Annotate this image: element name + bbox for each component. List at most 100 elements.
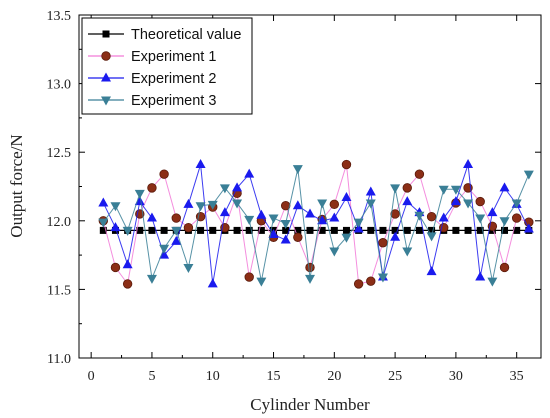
y-axis: 11.0 11.5 12.0 12.5 13.0 13.5 bbox=[47, 9, 541, 367]
data-point bbox=[110, 222, 121, 232]
data-point bbox=[147, 183, 157, 193]
data-point bbox=[464, 226, 472, 234]
data-point bbox=[197, 226, 205, 234]
data-point bbox=[245, 226, 253, 234]
data-point bbox=[414, 169, 425, 179]
data-point bbox=[317, 199, 328, 209]
data-point bbox=[513, 226, 521, 234]
series-4 bbox=[98, 165, 534, 287]
data-point bbox=[487, 207, 498, 217]
x-axis: 0 5 10 15 20 25 30 35 bbox=[88, 15, 524, 384]
data-point bbox=[450, 185, 461, 195]
legend-marker bbox=[101, 51, 111, 61]
data-point bbox=[257, 226, 265, 234]
data-point bbox=[402, 183, 412, 193]
y-axis-title: Output force/N bbox=[7, 134, 26, 237]
data-point bbox=[341, 191, 352, 201]
data-point bbox=[219, 207, 230, 217]
data-point bbox=[122, 259, 133, 269]
data-point bbox=[268, 214, 279, 224]
x-tick-label: 0 bbox=[88, 369, 95, 384]
data-point bbox=[171, 226, 182, 236]
data-point bbox=[402, 247, 413, 257]
data-point bbox=[293, 232, 303, 242]
x-tick-label: 10 bbox=[206, 369, 220, 384]
data-point bbox=[523, 223, 534, 233]
data-point bbox=[426, 266, 437, 276]
x-tick-label: 25 bbox=[388, 369, 402, 384]
x-tick-label: 20 bbox=[327, 369, 341, 384]
data-point bbox=[367, 226, 375, 234]
data-point bbox=[511, 199, 522, 209]
data-point bbox=[292, 165, 303, 175]
data-point bbox=[403, 226, 411, 234]
data-point bbox=[390, 184, 401, 194]
data-point bbox=[353, 218, 364, 228]
data-point bbox=[268, 229, 279, 239]
legend: Theoretical value Experiment 1 Experiment … bbox=[81, 17, 253, 115]
data-point bbox=[511, 213, 522, 223]
x-tick-label: 15 bbox=[267, 369, 281, 384]
data-point bbox=[402, 196, 413, 206]
data-point bbox=[305, 208, 315, 218]
data-point bbox=[342, 226, 350, 234]
data-point bbox=[377, 273, 388, 283]
data-point bbox=[414, 211, 425, 221]
data-point bbox=[499, 262, 510, 273]
legend-label: Experiment 2 bbox=[131, 71, 216, 87]
series-layer bbox=[98, 159, 534, 289]
legend-label: Theoretical value bbox=[131, 27, 241, 43]
data-point bbox=[341, 233, 352, 243]
data-point bbox=[341, 159, 352, 170]
data-point bbox=[306, 226, 314, 234]
data-point bbox=[233, 226, 241, 234]
data-point bbox=[499, 182, 510, 192]
data-point bbox=[244, 215, 255, 225]
data-point bbox=[452, 226, 460, 234]
data-point bbox=[426, 211, 437, 222]
data-point bbox=[438, 185, 449, 195]
data-point bbox=[232, 182, 243, 192]
data-point bbox=[148, 226, 156, 234]
data-point bbox=[256, 277, 267, 287]
data-point bbox=[122, 279, 133, 289]
data-point bbox=[171, 235, 182, 245]
data-point bbox=[280, 234, 291, 244]
y-tick-label: 13.0 bbox=[47, 78, 72, 93]
data-point bbox=[280, 220, 291, 230]
data-point bbox=[159, 169, 169, 179]
data-point bbox=[365, 186, 376, 196]
x-tick-label: 35 bbox=[510, 369, 524, 384]
data-point bbox=[134, 196, 145, 206]
data-point bbox=[426, 232, 437, 242]
data-point bbox=[475, 214, 486, 224]
data-point bbox=[195, 202, 206, 212]
data-point bbox=[390, 209, 400, 219]
data-point bbox=[159, 244, 170, 254]
data-point bbox=[159, 249, 170, 259]
legend-marker bbox=[101, 96, 111, 106]
data-point bbox=[209, 226, 217, 234]
data-point bbox=[438, 212, 449, 222]
y-tick-label: 13.5 bbox=[47, 9, 72, 24]
data-point bbox=[329, 199, 340, 210]
data-point bbox=[136, 226, 144, 234]
data-point bbox=[463, 159, 474, 169]
data-point bbox=[329, 212, 340, 222]
data-point bbox=[146, 274, 157, 284]
data-point bbox=[428, 226, 436, 234]
legend-marker bbox=[101, 72, 111, 82]
y-tick-label: 11.5 bbox=[47, 283, 71, 298]
data-point bbox=[294, 226, 302, 234]
data-point bbox=[390, 231, 401, 241]
data-point bbox=[353, 279, 364, 289]
legend-label: Experiment 3 bbox=[131, 93, 216, 109]
x-tick-label: 5 bbox=[148, 369, 155, 384]
data-point bbox=[318, 226, 326, 234]
data-point bbox=[366, 276, 376, 286]
data-point bbox=[110, 202, 121, 212]
data-point bbox=[501, 226, 509, 234]
data-point bbox=[378, 238, 388, 248]
data-point bbox=[282, 226, 290, 234]
data-point bbox=[365, 199, 376, 209]
